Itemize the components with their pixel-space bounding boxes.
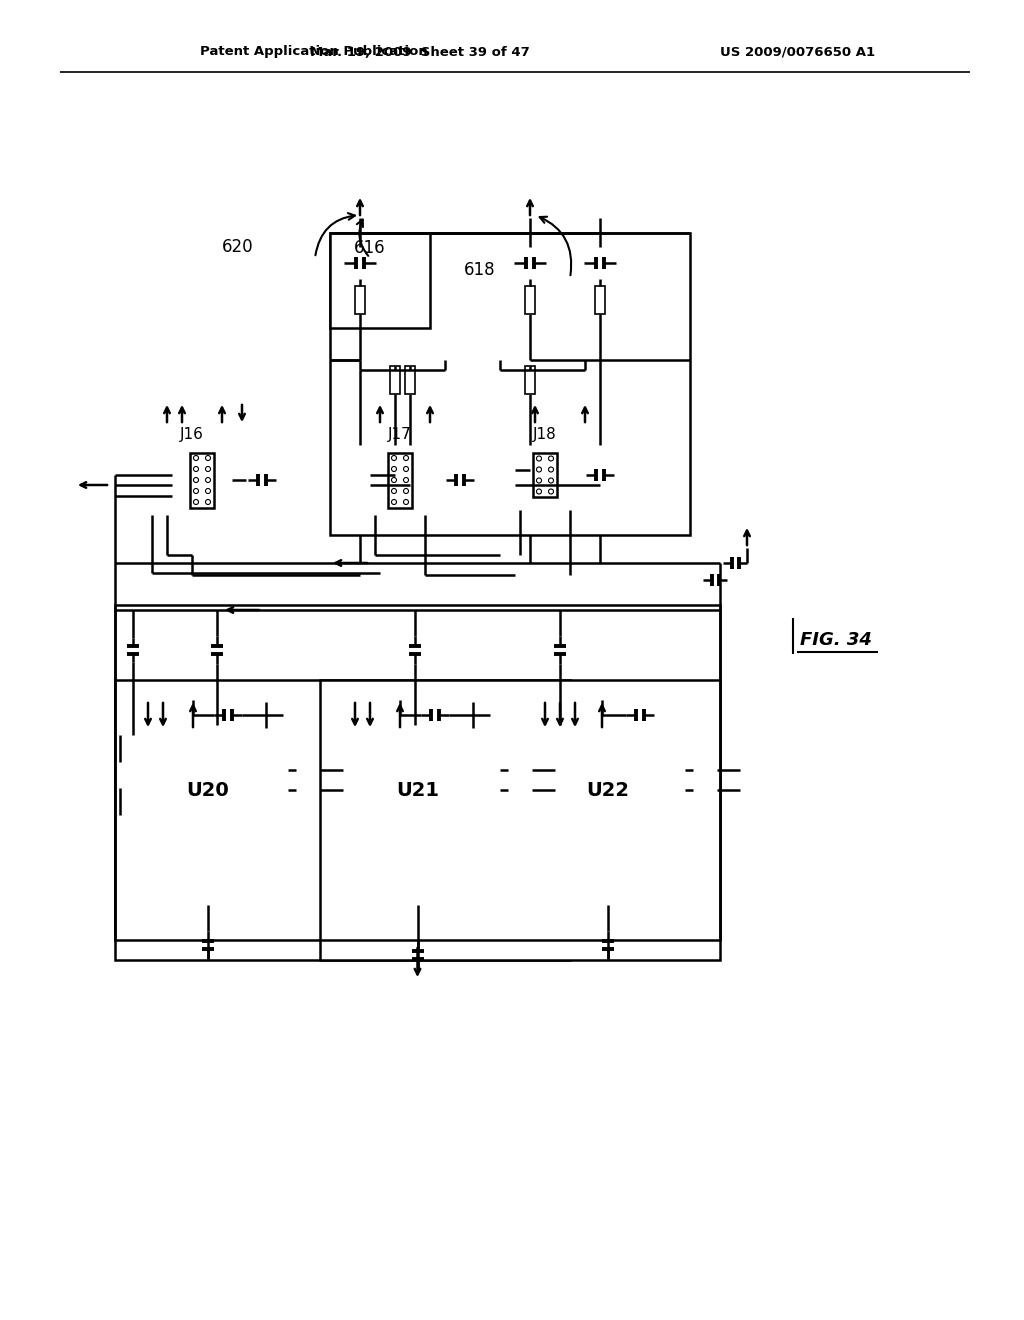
Text: U20: U20 xyxy=(186,780,229,800)
Text: J16: J16 xyxy=(180,428,204,442)
Bar xyxy=(115,605,720,940)
Bar xyxy=(595,286,605,314)
Bar xyxy=(525,286,535,314)
Bar xyxy=(388,453,412,507)
Text: Patent Application Publication: Patent Application Publication xyxy=(200,45,428,58)
Bar xyxy=(248,702,258,729)
Text: U22: U22 xyxy=(586,780,629,800)
Bar xyxy=(355,286,365,314)
Bar xyxy=(330,234,690,535)
Bar xyxy=(350,752,485,887)
Bar xyxy=(143,752,273,887)
Text: 618: 618 xyxy=(464,261,496,279)
Bar xyxy=(296,785,319,795)
Bar xyxy=(406,366,415,393)
Bar xyxy=(530,735,685,906)
Text: J18: J18 xyxy=(534,428,557,442)
Bar xyxy=(330,234,430,327)
Bar xyxy=(335,735,500,906)
Bar xyxy=(545,752,670,887)
Bar xyxy=(128,735,288,906)
Bar xyxy=(390,366,400,393)
Bar xyxy=(115,680,570,960)
Bar xyxy=(115,762,125,788)
Text: 620: 620 xyxy=(222,238,254,256)
Text: Mar. 19, 2009  Sheet 39 of 47: Mar. 19, 2009 Sheet 39 of 47 xyxy=(310,45,529,58)
Bar xyxy=(455,702,465,729)
Text: FIG. 34: FIG. 34 xyxy=(800,631,871,649)
Bar xyxy=(660,702,670,729)
Bar xyxy=(508,766,532,775)
Text: 616: 616 xyxy=(354,239,386,257)
Bar xyxy=(190,453,214,507)
Bar xyxy=(508,785,532,795)
Text: J17: J17 xyxy=(388,428,412,442)
Text: US 2009/0076650 A1: US 2009/0076650 A1 xyxy=(720,45,876,58)
Bar xyxy=(693,785,717,795)
Bar xyxy=(525,366,535,393)
Text: U21: U21 xyxy=(396,780,439,800)
Bar xyxy=(534,453,557,498)
Bar xyxy=(319,680,720,960)
Bar xyxy=(693,766,717,775)
Bar xyxy=(296,766,319,775)
